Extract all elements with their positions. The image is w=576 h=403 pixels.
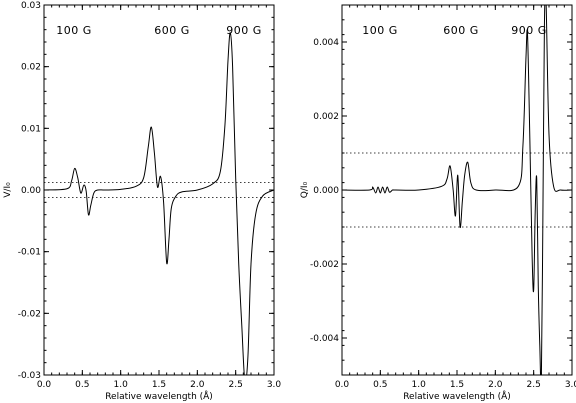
x-tick-label: 2.5	[229, 380, 243, 390]
profile-curve	[342, 5, 572, 375]
x-tick-label: 2.0	[488, 380, 503, 390]
y-axis-title: V/I₀	[3, 182, 13, 198]
x-tick-label: 3.0	[565, 380, 576, 390]
field-strength-label: 900 G	[511, 24, 547, 37]
plot-frame	[43, 4, 275, 376]
y-tick-label: -0.03	[18, 371, 41, 381]
x-tick-label: 2.0	[190, 380, 205, 390]
panel-stokes-q: 0.0 0.5 1.0 1.5 2.0 2.5 3.0 -0.004 -0.002 0.000 0.…	[300, 4, 576, 402]
y-tick-label: 0.02	[21, 63, 41, 73]
y-tick-label: 0.01	[21, 124, 41, 134]
y-axis-title: Q/I₀	[300, 181, 310, 198]
x-axis-title: Relative wavelength (Å)	[403, 390, 511, 402]
x-tick-label: 1.5	[152, 380, 166, 390]
y-tick-label: 0.002	[313, 112, 339, 122]
field-strength-label: 900 G	[226, 24, 262, 37]
profile-curve	[44, 32, 274, 375]
panel-stokes-v: 0.0 0.5 1.0 1.5 2.0 2.5 3.0 -0.03 -0.02 -0.01 0.00…	[3, 1, 281, 402]
x-tick-label: 0.5	[75, 380, 89, 390]
field-strength-label: 100 G	[362, 24, 398, 37]
x-tick-label: 0.5	[373, 380, 387, 390]
y-tick-label: -0.002	[310, 260, 339, 270]
x-axis-title: Relative wavelength (Å)	[105, 390, 213, 402]
y-tick-label: 0.00	[21, 186, 41, 196]
field-strength-label: 600 G	[154, 24, 190, 37]
y-tick-label: 0.004	[313, 38, 339, 48]
x-tick-label: 1.0	[412, 380, 427, 390]
y-tick-label: 0.03	[21, 1, 41, 11]
field-strength-label: 100 G	[56, 24, 92, 37]
field-strength-label: 600 G	[443, 24, 479, 37]
x-tick-label: 3.0	[267, 380, 282, 390]
x-tick-label: 1.0	[114, 380, 129, 390]
x-tick-label: 1.5	[450, 380, 464, 390]
y-tick-label: 0.000	[313, 186, 339, 196]
x-tick-label: 0.0	[335, 380, 350, 390]
x-tick-label: 0.0	[37, 380, 52, 390]
y-tick-label: -0.02	[18, 309, 41, 319]
y-tick-label: -0.01	[18, 248, 41, 258]
x-tick-label: 2.5	[527, 380, 541, 390]
y-tick-label: -0.004	[310, 334, 339, 344]
